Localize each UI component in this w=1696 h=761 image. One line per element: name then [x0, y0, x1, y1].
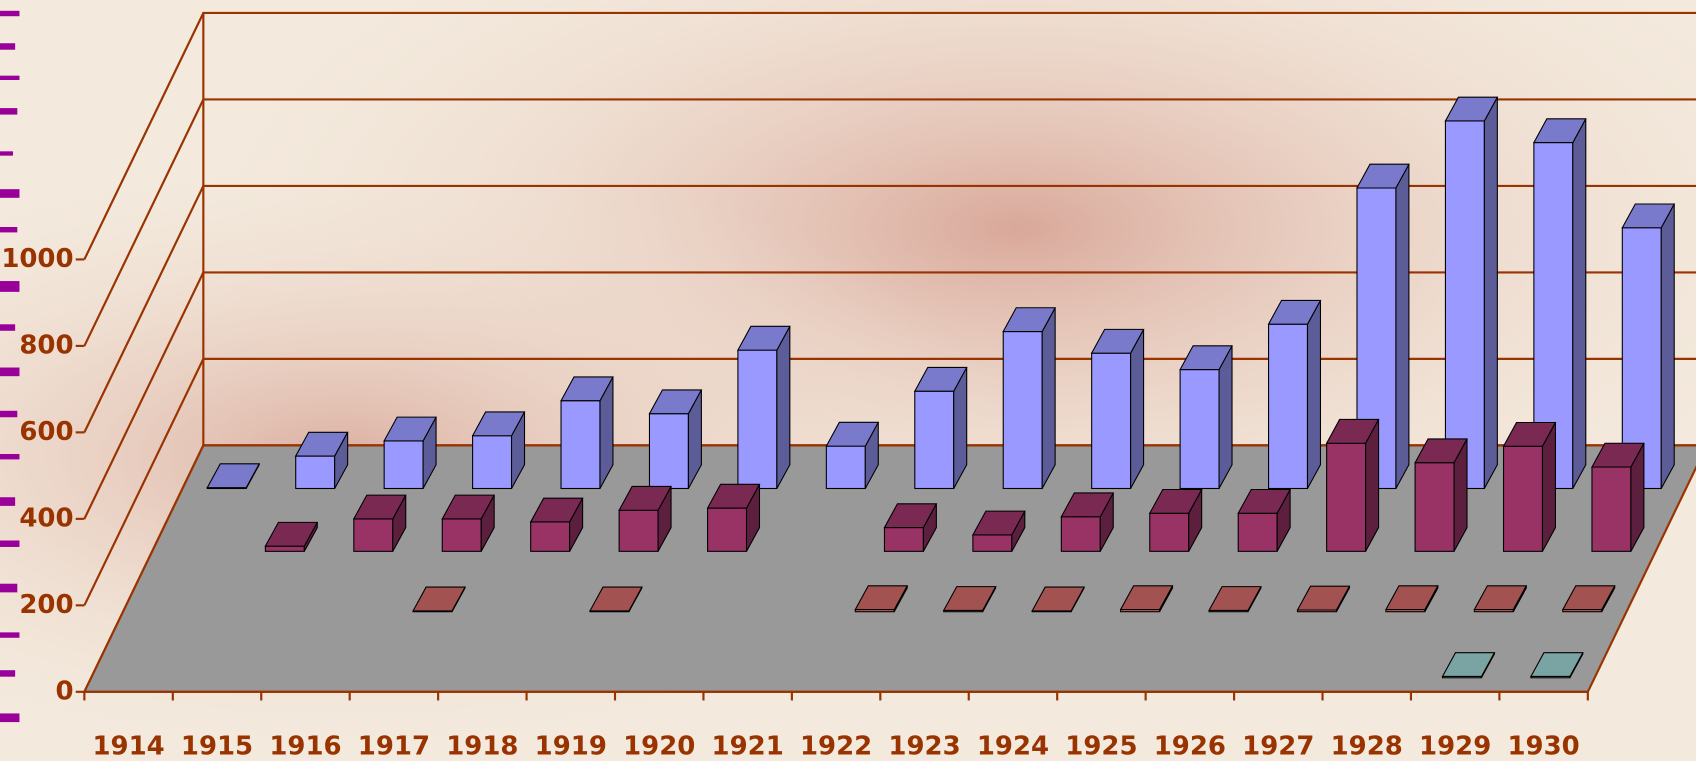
y-tick-label: 0	[55, 676, 73, 706]
bar-front	[384, 441, 423, 489]
x-tick-label: 1930	[1508, 731, 1580, 761]
bar-front	[649, 414, 688, 489]
bar	[442, 495, 494, 551]
bar	[354, 495, 406, 551]
bar	[708, 484, 760, 551]
bar-front	[296, 456, 335, 488]
x-tick-label: 1924	[977, 731, 1049, 761]
bar	[1061, 493, 1113, 551]
bar-side	[1219, 346, 1232, 489]
x-tick-label: 1925	[1065, 731, 1137, 761]
bar-front	[708, 508, 747, 551]
x-tick-label: 1917	[358, 731, 430, 761]
bar-side	[1307, 300, 1320, 488]
x-tick-label: 1919	[535, 731, 607, 761]
bar-front	[1592, 467, 1631, 551]
bar	[1592, 443, 1644, 551]
x-tick-label: 1928	[1331, 731, 1403, 761]
x-tick-label: 1914	[92, 731, 164, 761]
chart: 0 200 400 600 800 1000 1914 1915 1916 1917 1918 191…	[0, 0, 1696, 761]
bar	[473, 412, 525, 489]
x-tick-label: 1927	[1242, 731, 1314, 761]
bar-front	[1061, 517, 1100, 552]
y-tick-label: 400	[19, 503, 73, 533]
bar-front	[884, 528, 923, 552]
bar	[1092, 329, 1144, 488]
bar-front	[1327, 443, 1366, 551]
bar	[1327, 419, 1379, 551]
bar	[915, 367, 967, 488]
bar-front	[1092, 353, 1131, 488]
bar-side	[777, 326, 790, 488]
bar	[561, 377, 613, 489]
x-tick-label: 1921	[712, 731, 784, 761]
bar	[1003, 308, 1055, 489]
bar	[649, 390, 701, 489]
x-tick-label: 1926	[1154, 731, 1226, 761]
bar-front	[265, 546, 304, 551]
x-tick-label: 1916	[269, 731, 341, 761]
bar	[1180, 346, 1232, 489]
bar-front	[561, 401, 600, 489]
bar-front	[1150, 513, 1189, 551]
bar-front	[738, 350, 777, 488]
bar-front	[531, 522, 570, 551]
bar	[1269, 300, 1321, 488]
bar-front	[1504, 446, 1543, 551]
bar	[1415, 439, 1467, 551]
bar-front	[354, 519, 393, 551]
bar	[1445, 97, 1497, 488]
bar-front	[619, 510, 658, 551]
bar-front	[826, 446, 865, 488]
bar	[384, 417, 436, 488]
x-tick-label: 1915	[181, 731, 253, 761]
x-tick-label: 1922	[800, 731, 872, 761]
bar-side	[1396, 164, 1409, 488]
bar	[826, 422, 878, 488]
y-tick-label: 800	[19, 330, 73, 360]
bar-front	[915, 391, 954, 488]
y-tick-label: 600	[19, 417, 73, 447]
bar-front	[1003, 332, 1042, 489]
bar-front	[473, 436, 512, 489]
bar-side	[1131, 329, 1144, 488]
bar-side	[1661, 204, 1674, 489]
bar	[1150, 490, 1202, 552]
bar-side	[1042, 308, 1055, 489]
bar	[1238, 490, 1290, 552]
bar-side	[1484, 97, 1497, 488]
bar-front	[1415, 463, 1454, 552]
bar-side	[1573, 119, 1586, 489]
x-tick-label: 1918	[446, 731, 518, 761]
bar-front	[1180, 370, 1219, 489]
y-tick-label: 200	[19, 590, 73, 620]
bar-front	[1238, 513, 1277, 551]
bar	[1504, 422, 1556, 551]
bar-front	[1269, 324, 1308, 488]
bar-front	[442, 519, 481, 551]
bar	[619, 486, 671, 551]
bar	[296, 432, 348, 488]
x-tick-label: 1923	[888, 731, 960, 761]
bar-front	[1445, 121, 1484, 489]
bar-front	[973, 535, 1012, 551]
bar	[738, 326, 790, 488]
page: {"chart_data": {"type": "bar", "categori…	[0, 0, 1696, 761]
x-tick-label: 1920	[623, 731, 695, 761]
x-tick-label: 1929	[1419, 731, 1491, 761]
y-tick-label: 1000	[1, 244, 73, 274]
